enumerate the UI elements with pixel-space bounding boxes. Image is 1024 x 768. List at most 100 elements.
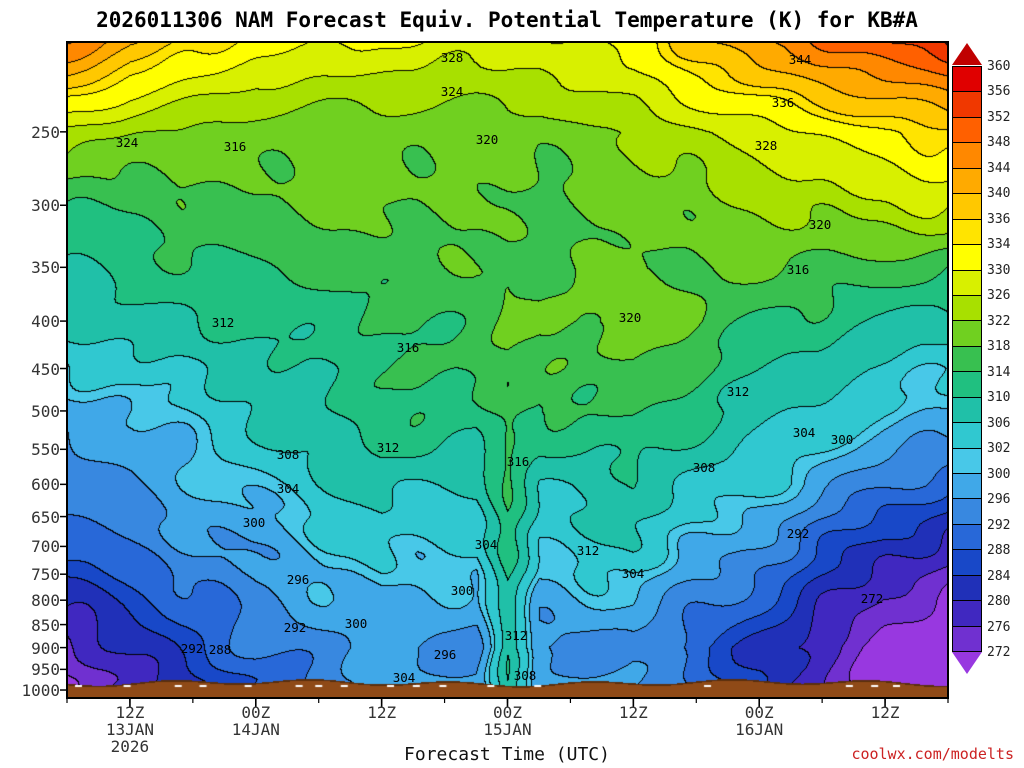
colorbar-cell xyxy=(953,67,981,93)
contour-label: 320 xyxy=(476,132,499,147)
contour-label: 328 xyxy=(441,50,464,65)
contour-label: 316 xyxy=(787,262,810,277)
x-tick-label: 00Z xyxy=(241,703,271,722)
x-tick-label: 00Z xyxy=(744,703,774,722)
contour-label: 288 xyxy=(209,642,232,657)
colorbar-label: 330 xyxy=(987,262,1011,278)
colorbar-label: 300 xyxy=(987,466,1011,482)
contour-label: 316 xyxy=(224,139,247,154)
contour-label: 320 xyxy=(809,217,832,232)
colorbar-cell xyxy=(953,524,981,551)
y-tick-label: 400 xyxy=(31,312,60,332)
colorbar-cell xyxy=(953,143,981,169)
x-tick-label: 12Z xyxy=(367,703,397,722)
colorbar-label: 314 xyxy=(987,364,1011,380)
contour-label: 304 xyxy=(393,670,416,685)
colorbar-cell xyxy=(953,626,981,652)
colorbar-cell xyxy=(953,474,981,500)
contour-label: 324 xyxy=(116,135,139,150)
colorbar-cell xyxy=(953,423,981,449)
watermark-text: coolwx.com/modelts xyxy=(851,745,1014,763)
y-tick-label: 850 xyxy=(31,615,60,635)
contour-label: 312 xyxy=(212,315,235,330)
contour-label: 316 xyxy=(507,454,530,469)
colorbar-label: 310 xyxy=(987,390,1011,406)
colorbar-label: 336 xyxy=(987,211,1011,227)
contour-label: 296 xyxy=(287,572,310,587)
y-tick-label: 600 xyxy=(31,475,60,495)
colorbar-cell xyxy=(953,372,981,398)
y-tick-label: 450 xyxy=(31,359,60,379)
y-tick-label: 550 xyxy=(31,440,60,460)
y-tick-label: 250 xyxy=(31,122,60,142)
y-tick-label: 500 xyxy=(31,401,60,421)
colorbar-cell xyxy=(953,346,981,373)
contour-label: 312 xyxy=(727,384,750,399)
colorbar-label: 276 xyxy=(987,619,1011,635)
y-tick-label: 750 xyxy=(31,565,60,585)
colorbar-label: 340 xyxy=(987,186,1011,202)
colorbar-cell xyxy=(953,321,981,347)
colorbar-cell xyxy=(953,499,981,525)
colorbar-cell xyxy=(953,575,981,602)
x-tick-label: 16JAN xyxy=(735,720,784,739)
contour-label: 328 xyxy=(755,138,778,153)
y-tick-label: 1000 xyxy=(21,681,60,701)
x-tick-label: 13JAN xyxy=(105,720,154,739)
colorbar-cell xyxy=(953,245,981,271)
colorbar-label: 306 xyxy=(987,415,1011,431)
colorbar-cell xyxy=(953,550,981,576)
x-tick-label: 2026 xyxy=(110,737,150,756)
colorbar-label: 352 xyxy=(987,109,1011,125)
colorbar-cell xyxy=(953,397,981,424)
y-tick-label: 800 xyxy=(31,591,60,611)
contour-label: 296 xyxy=(434,647,457,662)
contour-label: 336 xyxy=(772,95,795,110)
colorbar-cell xyxy=(953,92,981,118)
contour-label: 300 xyxy=(345,616,368,631)
contour-label: 300 xyxy=(243,515,266,530)
colorbar-label: 360 xyxy=(987,59,1011,74)
x-axis-title: Forecast Time (UTC) xyxy=(404,744,610,765)
colorbar-bar xyxy=(952,66,982,652)
contour-label: 312 xyxy=(505,628,528,643)
y-tick-label: 900 xyxy=(31,638,60,658)
colorbar-cell xyxy=(953,117,981,144)
contour-label: 344 xyxy=(789,52,812,67)
colorbar-label: 296 xyxy=(987,492,1011,508)
x-tick-label: 14JAN xyxy=(231,720,280,739)
x-tick-label: 12Z xyxy=(618,703,648,722)
contour-label: 304 xyxy=(475,537,498,552)
colorbar-cell xyxy=(953,295,981,322)
colorbar-label: 318 xyxy=(987,339,1011,355)
contour-label: 292 xyxy=(787,526,810,541)
colorbar-label: 302 xyxy=(987,441,1011,457)
contour-label: 320 xyxy=(619,310,642,325)
contour-label: 312 xyxy=(377,440,400,455)
colorbar-cell xyxy=(953,601,981,627)
contour-label: 308 xyxy=(277,447,300,462)
colorbar-label: 326 xyxy=(987,288,1011,304)
contour-label: 304 xyxy=(622,566,645,581)
colorbar-cell xyxy=(953,270,981,296)
colorbar-cell xyxy=(953,448,981,474)
contour-label: 304 xyxy=(277,481,300,496)
colorbar-label: 272 xyxy=(987,645,1011,660)
plot-border xyxy=(66,41,949,699)
contour-label: 324 xyxy=(441,84,464,99)
contour-label: 308 xyxy=(514,668,537,683)
colorbar-label: 334 xyxy=(987,237,1011,253)
y-tick-label: 350 xyxy=(31,258,60,278)
contour-label: 292 xyxy=(284,620,307,635)
y-tick-label: 650 xyxy=(31,507,60,527)
colorbar-label: 356 xyxy=(987,84,1011,100)
contour-label: 308 xyxy=(693,460,716,475)
colorbar-cell xyxy=(953,219,981,246)
x-tick-label: 12Z xyxy=(115,703,145,722)
x-tick-label: 15JAN xyxy=(483,720,532,739)
colorbar-label: 280 xyxy=(987,594,1011,610)
x-tick-label: 12Z xyxy=(870,703,900,722)
y-tick-label: 700 xyxy=(31,537,60,557)
